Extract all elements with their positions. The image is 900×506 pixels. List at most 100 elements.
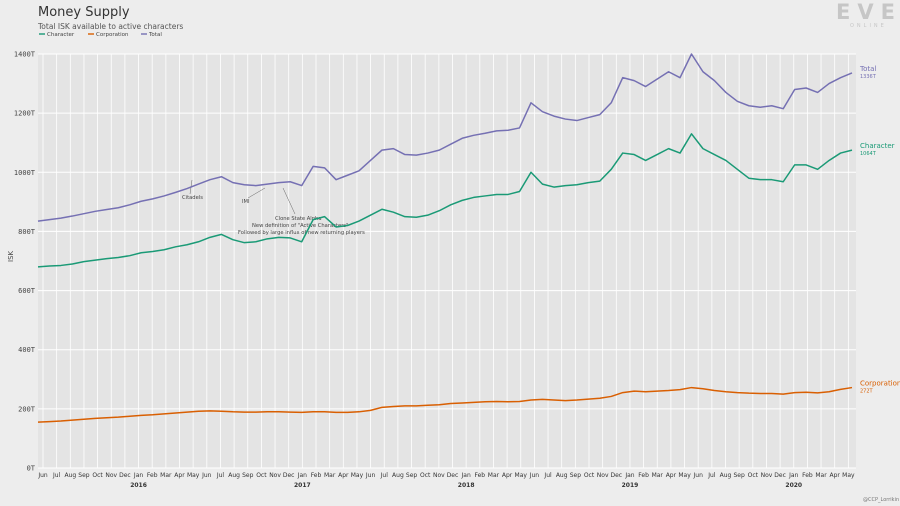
x-tick-label: Oct	[256, 472, 267, 479]
x-tick-label: Jul	[707, 472, 716, 479]
x-tick-label: Aug	[720, 472, 732, 479]
x-tick-label: Nov	[269, 472, 281, 479]
x-tick-label: Aug	[228, 472, 240, 479]
x-tick-label: Mar	[160, 472, 172, 479]
y-tick-label: 0T	[27, 465, 36, 473]
x-tick-label: Oct	[748, 472, 759, 479]
footer-credit: @CCP_Lorrikin	[863, 497, 899, 503]
annotation-imi: IMI	[242, 199, 250, 205]
y-axis-ticks: 0T 200T 400T 600T 800T 1000T 1200T 1400T	[14, 51, 36, 473]
y-tick-label: 800T	[18, 228, 36, 236]
x-tick-label: Jul	[52, 472, 61, 479]
x-tick-label: Dec	[610, 472, 622, 479]
x-tick-label: Jan	[788, 472, 798, 479]
x-tick-label: Feb	[638, 472, 649, 479]
end-label-character-value: 1064T	[860, 151, 877, 157]
x-tick-label: Jul	[380, 472, 389, 479]
x-tick-label: Nov	[761, 472, 773, 479]
x-tick-label: Jul	[216, 472, 225, 479]
y-axis-label: ISK	[7, 250, 15, 262]
x-tick-label: Jul	[543, 472, 552, 479]
y-tick-label: 1400T	[14, 51, 36, 59]
x-tick-label: Sep	[406, 472, 418, 479]
x-tick-label: Sep	[570, 472, 582, 479]
series-group	[37, 53, 853, 423]
annotation-imi-leader	[247, 187, 266, 199]
x-tick-label: Jan	[461, 472, 471, 479]
y-tick-label: 1000T	[14, 169, 36, 177]
x-tick-label: May	[678, 472, 691, 479]
y-tick-label: 1200T	[14, 110, 36, 118]
x-tick-label: Feb	[802, 472, 813, 479]
y-tick-label: 400T	[18, 346, 36, 354]
x-axis-year-ticks: 2016 2017 2018 2019 2020	[130, 482, 802, 489]
annotation-citadels: Citadels	[182, 195, 203, 201]
annotation-alpha-line2: New definition of "Active Characters"	[252, 223, 348, 229]
y-tick-label: 200T	[18, 405, 36, 413]
x-tick-label: Nov	[105, 472, 117, 479]
x-axis-month-ticks: Jun Jul Aug Sep Oct Nov Dec Jan Feb Mar Apr May Jun J…	[37, 472, 855, 479]
x-tick-label: Aug	[556, 472, 568, 479]
annotation-alpha-line3: Followed by large influx of new returnin…	[238, 230, 365, 236]
end-label-total-value: 1336T	[860, 74, 877, 80]
x-tick-label: Dec	[774, 472, 786, 479]
x-tick-label: Aug	[392, 472, 404, 479]
chart-title: Money Supply	[38, 5, 130, 20]
x-tick-label: Mar	[815, 472, 827, 479]
logo-text: EVE	[836, 0, 900, 24]
x-year-label: 2017	[294, 482, 311, 489]
series-corporation-line	[37, 386, 853, 423]
horizontal-grid	[38, 53, 856, 469]
plot-area	[38, 54, 856, 468]
x-tick-label: Jun	[693, 472, 704, 479]
x-tick-label: Apr	[830, 472, 841, 479]
x-tick-label: Feb	[474, 472, 485, 479]
x-tick-label: Feb	[311, 472, 322, 479]
x-tick-label: Dec	[119, 472, 131, 479]
legend-corporation-label: Corporation	[96, 32, 129, 38]
x-tick-label: Apr	[174, 472, 185, 479]
x-year-label: 2019	[622, 482, 639, 489]
x-tick-label: Dec	[447, 472, 459, 479]
x-tick-label: May	[842, 472, 855, 479]
vertical-grid	[42, 54, 849, 468]
end-label-corporation-value: 272T	[860, 389, 874, 395]
x-tick-label: Aug	[64, 472, 76, 479]
x-tick-label: Apr	[502, 472, 513, 479]
x-year-label: 2020	[785, 482, 802, 489]
x-tick-label: Nov	[597, 472, 609, 479]
x-year-label: 2016	[130, 482, 147, 489]
end-label-corporation-name: Corporation	[860, 380, 900, 388]
end-label-character-name: Character	[860, 142, 895, 150]
x-tick-label: Jan	[624, 472, 634, 479]
x-tick-label: Mar	[324, 472, 336, 479]
x-tick-label: Sep	[733, 472, 745, 479]
logo-subtext: ONLINE	[850, 23, 887, 29]
x-tick-label: Jan	[297, 472, 307, 479]
x-tick-label: Sep	[78, 472, 90, 479]
x-tick-label: Jun	[365, 472, 376, 479]
legend-character-label: Character	[47, 32, 75, 38]
annotation-alpha-title: Clone State Alpha	[275, 216, 322, 222]
chart-subtitle: Total ISK available to active characters	[37, 22, 183, 31]
x-tick-label: Oct	[92, 472, 103, 479]
x-tick-label: Jan	[133, 472, 143, 479]
x-tick-label: Jun	[37, 472, 48, 479]
x-tick-label: May	[351, 472, 364, 479]
x-tick-label: Mar	[488, 472, 500, 479]
end-label-total-name: Total	[859, 65, 876, 73]
x-tick-label: Oct	[584, 472, 595, 479]
x-tick-label: Dec	[283, 472, 295, 479]
x-tick-label: Apr	[338, 472, 349, 479]
x-tick-label: May	[187, 472, 200, 479]
series-character-line	[37, 133, 853, 268]
x-tick-label: Nov	[433, 472, 445, 479]
annotations: Citadels IMI Clone State Alpha New defin…	[182, 179, 365, 236]
x-tick-label: Sep	[242, 472, 254, 479]
x-tick-label: Jun	[201, 472, 212, 479]
series-total-line	[37, 53, 853, 222]
annotation-alpha-leader	[282, 187, 296, 215]
